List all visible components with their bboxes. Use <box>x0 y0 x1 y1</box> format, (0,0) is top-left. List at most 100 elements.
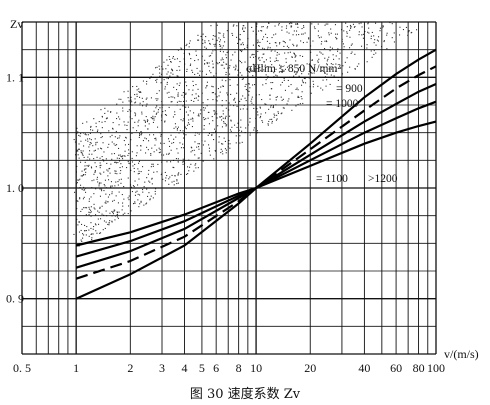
scatter-dot <box>379 30 381 32</box>
scatter-dot <box>329 46 331 48</box>
scatter-dot <box>296 30 298 32</box>
scatter-dot <box>318 58 320 60</box>
scatter-dot <box>179 82 181 84</box>
scatter-dot <box>229 129 231 131</box>
scatter-dot <box>103 184 105 186</box>
scatter-dot <box>301 33 303 35</box>
scatter-dot <box>284 52 286 54</box>
scatter-dot <box>233 99 235 101</box>
scatter-dot <box>223 137 225 139</box>
scatter-dot <box>295 60 297 62</box>
scatter-dot <box>164 180 166 182</box>
scatter-dot <box>111 193 113 195</box>
scatter-dot <box>261 30 263 32</box>
scatter-dot <box>156 112 158 114</box>
scatter-dot <box>216 117 218 119</box>
scatter-dot <box>254 84 256 86</box>
scatter-dot <box>213 110 215 112</box>
scatter-dot <box>300 96 302 98</box>
scatter-dot <box>225 115 227 117</box>
scatter-dot <box>188 42 190 44</box>
scatter-dot <box>269 94 271 96</box>
scatter-dot <box>233 66 235 68</box>
scatter-dot <box>269 42 271 44</box>
scatter-dot <box>89 142 91 144</box>
scatter-dot <box>146 97 148 99</box>
scatter-dot <box>177 182 179 184</box>
scatter-dot <box>185 100 187 102</box>
scatter-dot <box>154 193 156 195</box>
scatter-dot <box>180 147 182 149</box>
scatter-dot <box>81 240 83 242</box>
scatter-dot <box>151 178 153 180</box>
scatter-dot <box>134 201 136 203</box>
scatter-dot <box>236 36 238 38</box>
scatter-dot <box>81 170 83 172</box>
scatter-dot <box>189 64 191 66</box>
scatter-dot <box>118 137 120 139</box>
scatter-dot <box>306 41 308 43</box>
scatter-dot <box>288 23 290 25</box>
scatter-dot <box>343 30 345 32</box>
scatter-dot <box>295 105 297 107</box>
scatter-dot <box>195 163 197 165</box>
scatter-dot <box>230 130 232 132</box>
scatter-dot <box>138 162 140 164</box>
scatter-dot <box>83 196 85 198</box>
scatter-dot <box>111 191 113 193</box>
scatter-dot <box>95 230 97 232</box>
scatter-dot <box>80 150 82 152</box>
scatter-dot <box>115 161 117 163</box>
scatter-dot <box>289 39 291 41</box>
scatter-dot <box>218 136 220 138</box>
scatter-dot <box>178 172 180 174</box>
scatter-dot <box>337 48 339 50</box>
scatter-dot <box>164 86 166 88</box>
scatter-dot <box>276 75 278 77</box>
scatter-dot <box>77 179 79 181</box>
scatter-dot <box>144 125 146 127</box>
scatter-dot <box>170 161 172 163</box>
scatter-dot <box>291 109 293 111</box>
scatter-dot <box>246 46 248 48</box>
scatter-dot <box>370 35 372 37</box>
scatter-dot <box>345 22 347 24</box>
scatter-dot <box>78 221 80 223</box>
scatter-dot <box>197 115 199 117</box>
scatter-dot <box>273 72 275 74</box>
scatter-dot <box>93 150 95 152</box>
scatter-dot <box>295 88 297 90</box>
scatter-dot <box>128 195 130 197</box>
scatter-dot <box>145 138 147 140</box>
scatter-dot <box>177 94 179 96</box>
scatter-dot <box>279 43 281 45</box>
scatter-dot <box>80 184 82 186</box>
scatter-dot <box>260 115 262 117</box>
scatter-dot <box>308 73 310 75</box>
scatter-dot <box>113 199 115 201</box>
scatter-dot <box>204 46 206 48</box>
scatter-dot <box>134 98 136 100</box>
x-tick-label: 2 <box>127 361 133 375</box>
scatter-dot <box>205 118 207 120</box>
scatter-dot <box>107 170 109 172</box>
scatter-dot <box>82 154 84 156</box>
scatter-dot <box>316 54 318 56</box>
scatter-dot <box>285 58 287 60</box>
scatter-dot <box>96 232 98 234</box>
y-tick-label: 0. 9 <box>6 292 24 306</box>
scatter-dot <box>276 54 278 56</box>
scatter-dot <box>130 96 132 98</box>
scatter-dot <box>197 99 199 101</box>
scatter-dot <box>174 114 176 116</box>
scatter-dot <box>113 209 115 211</box>
scatter-dot <box>156 149 158 151</box>
scatter-dot <box>263 69 265 71</box>
scatter-dot <box>228 140 230 142</box>
scatter-dot <box>371 31 373 33</box>
scatter-dot <box>170 101 172 103</box>
scatter-dot <box>322 53 324 55</box>
scatter-dot <box>213 139 215 141</box>
scatter-dot <box>295 72 297 74</box>
scatter-dot <box>115 130 117 132</box>
